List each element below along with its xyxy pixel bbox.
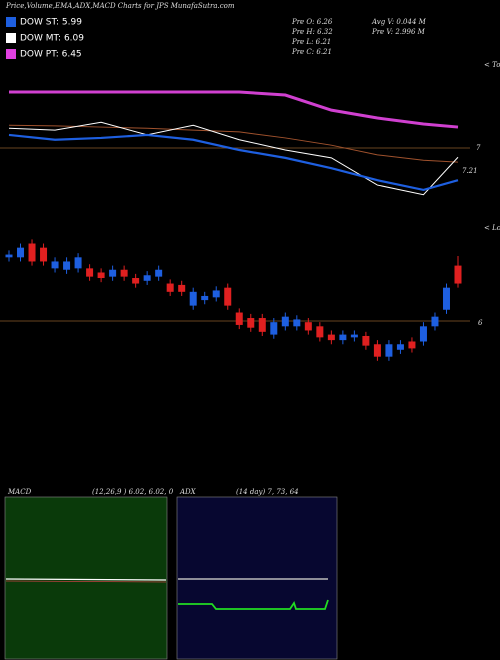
stat-label: Pre O: 6.26 [291, 18, 333, 26]
macd-label: MACD [7, 488, 32, 496]
side-label: < Tops [484, 61, 500, 69]
stat-label: Pre C: 6.21 [291, 48, 332, 56]
stat-label: Avg V: 0.044 M [371, 18, 427, 26]
ema-line [8, 133, 459, 192]
candle-body [316, 326, 324, 338]
candle-body [201, 295, 209, 301]
macd-signal [5, 580, 167, 583]
candle-body [327, 334, 335, 341]
y-tick-label: 6 [478, 319, 483, 327]
chart-title: Price,Volume,EMA,ADX,MACD Charts for JPS… [5, 2, 235, 10]
candle-body [281, 316, 289, 327]
candle-body [97, 272, 105, 279]
candle-body [454, 265, 462, 284]
candle-body [17, 247, 25, 258]
stat-label: Pre V: 2.996 M [371, 28, 426, 36]
stat-label: Pre L: 6.21 [291, 38, 331, 46]
candle-body [155, 269, 163, 277]
adx-label: ADX [179, 488, 197, 496]
candle-body [362, 335, 370, 346]
adx-panel [176, 496, 338, 660]
macd-params: (12,26,9 ) 6.02, 6.02, 0 [92, 488, 174, 496]
legend-swatch [6, 49, 16, 59]
candle-body [224, 287, 232, 306]
macd-panel [4, 496, 168, 660]
candle-body [109, 269, 117, 277]
candle-body [63, 261, 71, 270]
side-label: < Lows [484, 224, 500, 232]
legend-label: DOW MT: 6.09 [20, 34, 84, 44]
legend-swatch [6, 17, 16, 27]
candle-body [178, 284, 186, 292]
legend-label: DOW PT: 6.45 [20, 50, 82, 60]
adx-minus-line [178, 599, 329, 610]
candle-body [28, 243, 36, 262]
ema-line [8, 121, 459, 196]
candle-body [86, 268, 94, 277]
ema-line [9, 90, 459, 129]
candle-body [385, 344, 393, 357]
candle-body [293, 319, 301, 327]
candle-body [40, 247, 48, 262]
legend-swatch [6, 33, 16, 43]
candle-body [212, 290, 220, 298]
candle-body [143, 275, 151, 281]
macd-line [5, 578, 167, 581]
stat-label: Pre H: 6.32 [291, 28, 333, 36]
candle-body [270, 322, 278, 335]
candle-body [166, 283, 174, 292]
candle-body [74, 257, 82, 269]
candle-body [235, 312, 243, 325]
candle-body [396, 344, 404, 350]
adx-params: (14 day) 7, 73, 64 [236, 488, 299, 496]
annotation: 7 [476, 144, 481, 152]
candle-body [339, 334, 347, 341]
candle-body [304, 322, 312, 331]
candle-body [258, 318, 266, 332]
candle-body [51, 261, 59, 269]
candle-body [442, 287, 450, 310]
candle-body [120, 269, 128, 277]
ema-line [8, 124, 459, 163]
candle-body [419, 326, 427, 342]
candle-body [247, 318, 255, 328]
candle-body [189, 291, 197, 306]
annotation: 7.21 [462, 167, 478, 175]
candle-body [431, 316, 439, 327]
candle-body [132, 278, 140, 284]
candle-body [408, 341, 416, 349]
legend-label: DOW ST: 5.99 [20, 18, 82, 28]
candle-body [373, 344, 381, 357]
candle-body [350, 334, 358, 338]
candle-body [5, 254, 13, 258]
